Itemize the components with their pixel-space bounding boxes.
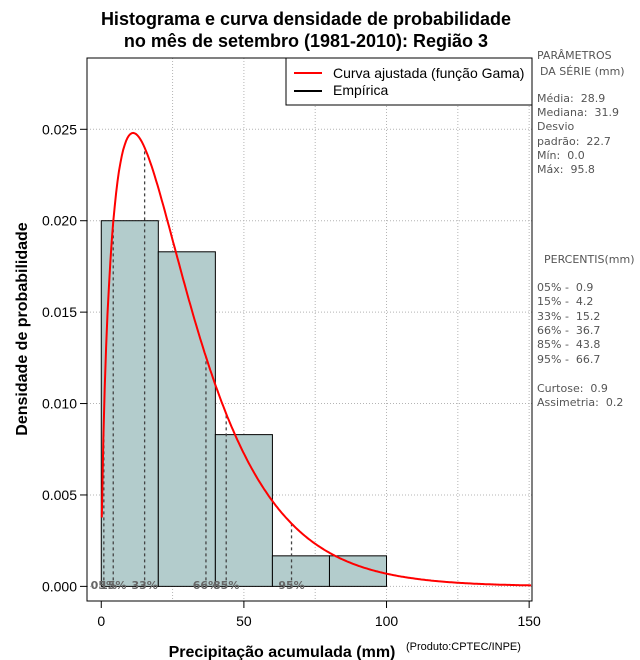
y-tick-label: 0.015	[42, 304, 77, 320]
y-tick-label: 0.025	[42, 121, 77, 137]
histogram-bar-2	[157, 251, 216, 587]
stat-mediana: Mediana: 31.9	[537, 106, 619, 119]
percentil-15: 15% - 4.2	[537, 295, 594, 308]
legend-box	[285, 57, 533, 106]
legend-label-empirica: Empírica	[333, 82, 388, 98]
x-tick-label: 100	[375, 613, 399, 629]
x-tick-label: 0	[97, 613, 105, 629]
stat-min: Mín: 0.0	[537, 149, 585, 162]
produto-credit: (Produto:CPTEC/INPE)	[406, 641, 521, 653]
percentile-label-95: 95%	[278, 579, 304, 592]
stat-curtose: Curtose: 0.9	[537, 382, 608, 395]
percentil-05: 05% - 0.9	[537, 281, 594, 294]
y-tick-label: 0.020	[42, 213, 77, 229]
legend: Curva ajustada (função Gama) Empírica	[285, 57, 533, 106]
x-axis: 0 50 100 150	[97, 601, 541, 629]
stat-assimetria: Assimetria: 0.2	[537, 396, 624, 409]
stat-desvio: Desvio	[537, 120, 575, 133]
stat-max: Máx: 95.8	[537, 163, 595, 176]
legend-label-curve: Curva ajustada (função Gama)	[333, 65, 524, 81]
y-tick-label: 0.000	[42, 578, 77, 594]
y-axis: 0.000 0.005 0.010 0.015 0.020 0.025	[42, 121, 87, 594]
percentile-label-15: 15%	[100, 579, 126, 592]
percentile-labels: 05%15% 33% 66%85% 95%	[91, 579, 305, 592]
percentil-66: 66% - 36.7	[537, 324, 601, 337]
percentile-label-33: 33%	[131, 579, 157, 592]
histogram-bars	[100, 220, 388, 587]
params-title-1: PARÂMETROS	[537, 49, 612, 62]
gamma-curve	[100, 131, 532, 587]
x-axis-label: Precipitação acumulada (mm)	[169, 644, 396, 660]
percentile-label-05: 05%	[91, 579, 117, 592]
percentil-85: 85% - 43.8	[537, 338, 601, 351]
stat-media: Média: 28.9	[537, 92, 606, 105]
y-axis-label: Densidade de probabilidade	[14, 222, 31, 435]
y-tick-label: 0.010	[42, 396, 77, 412]
x-tick-label: 150	[517, 613, 541, 629]
percentil-95: 95% - 66.7	[537, 353, 601, 366]
chart-title-line1: Histograma e curva densidade de probabil…	[101, 9, 511, 29]
chart-title-line2: no mês de setembro (1981-2010): Região 3	[124, 31, 488, 51]
histogram-bar-1	[100, 220, 159, 587]
percentile-label-66: 66%	[193, 579, 219, 592]
histogram-bar-4	[271, 555, 330, 587]
stat-desvio-padrao: padrão: 22.7	[537, 135, 611, 148]
x-tick-label: 50	[236, 613, 252, 629]
percentil-33: 33% - 15.2	[537, 310, 601, 323]
histogram-bar-3	[214, 434, 273, 587]
params-title-2: DA SÉRIE (mm)	[540, 65, 625, 78]
y-tick-label: 0.005	[42, 487, 77, 503]
percentile-label-85: 85%	[213, 579, 239, 592]
percentis-title: PERCENTIS(mm)	[544, 253, 635, 266]
